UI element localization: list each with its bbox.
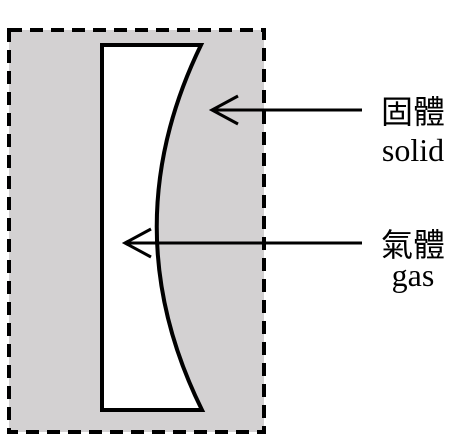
solid-label-chinese: 固體 — [381, 94, 445, 130]
gas-region — [100, 43, 206, 412]
gas-arrow — [121, 227, 362, 259]
solid-label-english: solid — [382, 132, 444, 168]
gas-label-chinese: 氣體 — [381, 227, 445, 263]
solid-arrow — [208, 94, 362, 126]
gas-label-english: gas — [392, 257, 435, 293]
